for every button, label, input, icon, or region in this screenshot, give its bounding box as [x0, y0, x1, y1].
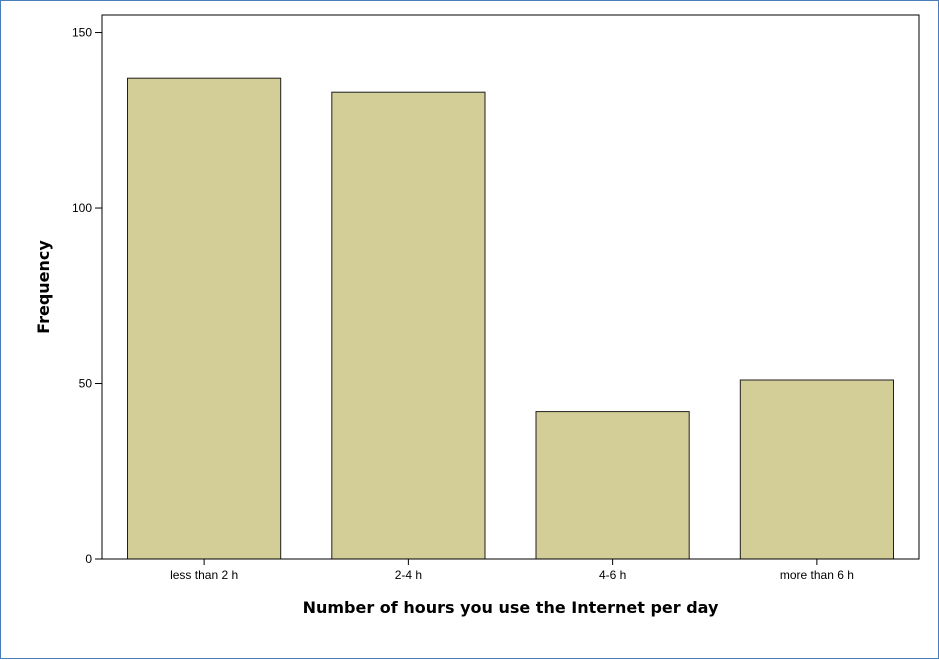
y-tick-label: 50	[79, 377, 93, 391]
bar-1	[331, 91, 486, 560]
axes	[101, 14, 920, 560]
x-tick-label: 4-6 h	[599, 568, 626, 582]
x-axis-title: Number of hours you use the Internet per…	[303, 598, 719, 617]
bars	[127, 77, 894, 560]
bar-2	[535, 411, 690, 560]
bar-0	[127, 77, 282, 560]
y-tick-label: 0	[85, 552, 92, 566]
y-tick-label: 150	[72, 26, 92, 40]
y-axis-ticks: 0 50 100 150	[72, 26, 102, 566]
y-axis-title: Frequency	[34, 240, 53, 334]
x-axis-ticks: less than 2 h 2-4 h 4-6 h more than 6 h	[170, 559, 854, 582]
x-tick-label: 2-4 h	[395, 568, 422, 582]
y-tick-label: 100	[72, 201, 92, 215]
x-tick-label: less than 2 h	[170, 568, 238, 582]
x-tick-label: more than 6 h	[780, 568, 854, 582]
plot-area	[101, 14, 920, 560]
bar-3	[739, 379, 894, 560]
